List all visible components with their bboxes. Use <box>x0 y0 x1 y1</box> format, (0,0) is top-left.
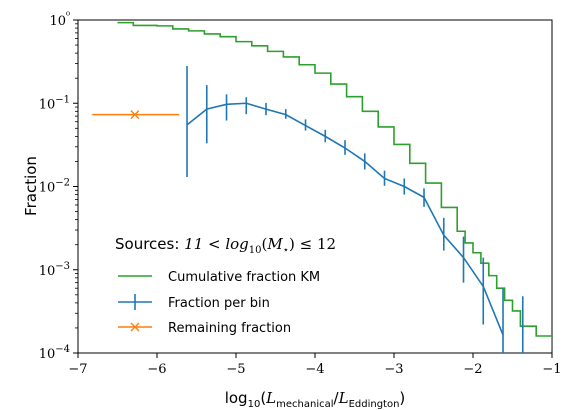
x-tick-label: −5 <box>226 362 245 377</box>
y-tick-label: 10⁰ <box>49 11 70 29</box>
legend-entry: Cumulative fraction KM <box>118 270 320 285</box>
x-tick-label: −3 <box>384 362 403 377</box>
y-tick-label: 10−2 <box>39 178 70 196</box>
x-tick-label: −7 <box>68 362 87 377</box>
legend-entry: Remaining fraction <box>118 321 291 336</box>
y-tick-label: 10−3 <box>39 261 70 279</box>
y-axis: 10−4 10−3 10−2 10−1 10⁰ <box>39 11 78 362</box>
legend-label: Cumulative fraction KM <box>168 270 320 285</box>
legend-label: Fraction per bin <box>168 296 270 311</box>
x-tick-label: −6 <box>147 362 166 377</box>
y-axis-label: Fraction <box>22 156 40 216</box>
y-tick-label: 10−1 <box>39 94 70 112</box>
legend: Sources: 11 < log10(M⋆) ≤ 12 Cumulative … <box>115 235 336 336</box>
legend-entry: Fraction per bin <box>118 294 270 311</box>
y-tick-label: 10−4 <box>39 344 70 362</box>
x-axis-label: log10(Lmechanical/LEddington) <box>225 389 406 410</box>
x-tick-label: −4 <box>305 362 324 377</box>
legend-label: Remaining fraction <box>168 321 291 336</box>
x-tick-label: −1 <box>542 362 561 377</box>
legend-entries: Cumulative fraction KM Fraction per bin Re… <box>118 270 320 336</box>
x-axis: −7 −6 −5 −4 −3 −2 −1 <box>68 353 561 377</box>
legend-title: Sources: 11 < log10(M⋆) ≤ 12 <box>115 235 336 256</box>
series-layer <box>92 23 552 353</box>
x-tick-label: −2 <box>463 362 482 377</box>
series-remaining-fraction <box>92 111 179 119</box>
